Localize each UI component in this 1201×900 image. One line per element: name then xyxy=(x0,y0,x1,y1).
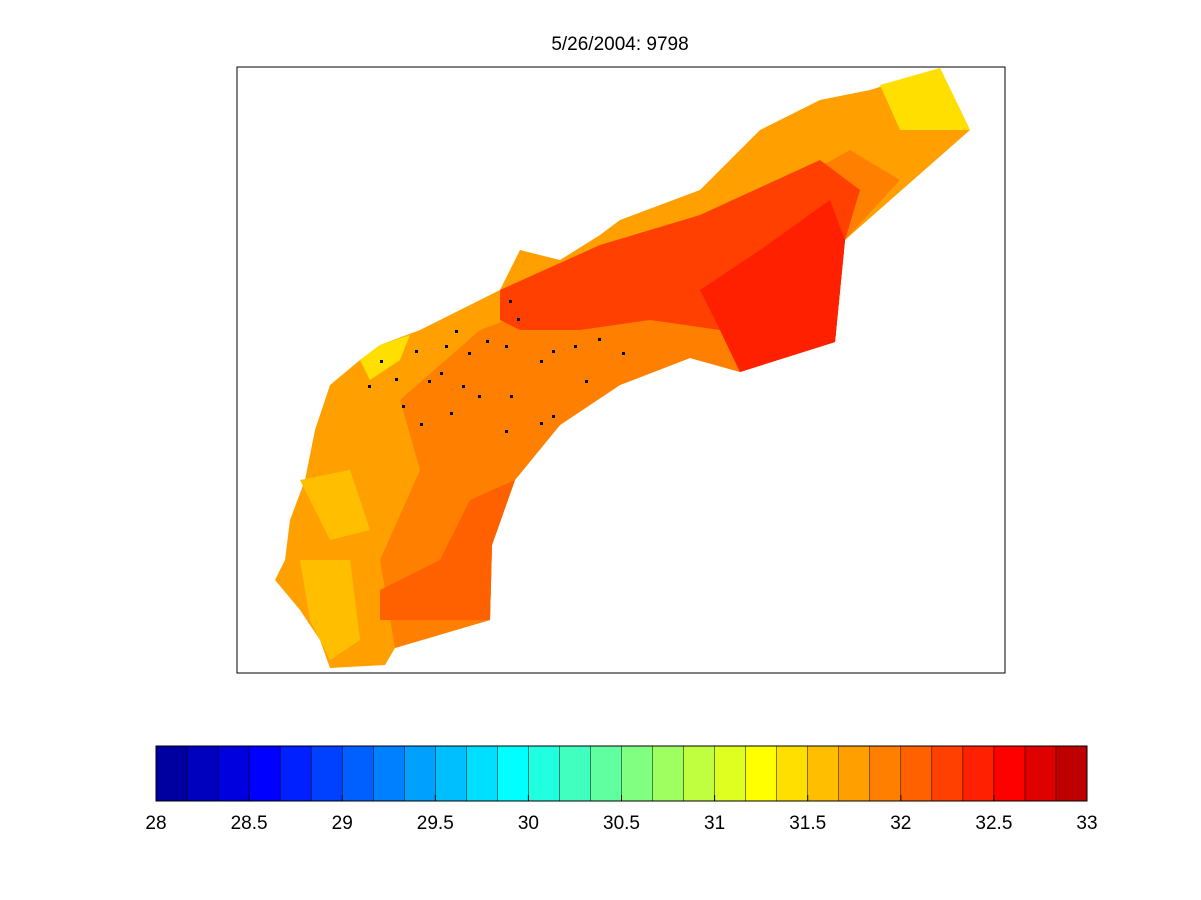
colorbar-tick-label: 30.5 xyxy=(603,813,640,834)
colorbar-segment xyxy=(187,746,219,801)
colorbar: 28 28.5 29 29.5 30 30.5 31 31.5 32 32.5 33 xyxy=(145,745,1098,834)
colorbar-segment xyxy=(404,746,436,801)
colorbar-segment xyxy=(280,746,312,801)
colorbar-segment xyxy=(342,746,374,801)
colorbar-tick-label: 33 xyxy=(1076,813,1097,834)
colorbar-segment xyxy=(807,746,840,801)
colorbar-segment xyxy=(652,746,685,801)
colorbar-segment xyxy=(869,746,902,801)
red-zone-south xyxy=(380,480,515,620)
colorbar-segment xyxy=(714,746,747,801)
colorbar-segment xyxy=(156,746,188,801)
yellow-zone-w1 xyxy=(300,470,370,540)
colorbar-segment xyxy=(249,746,281,801)
colorbar-segment xyxy=(931,746,964,801)
colorbar-segment xyxy=(218,746,250,801)
colorbar-segment xyxy=(559,746,591,801)
yellow-zone-w2 xyxy=(300,560,360,660)
colorbar-segment xyxy=(962,746,995,801)
colorbar-segment xyxy=(1024,746,1057,801)
colorbar-segment xyxy=(590,746,622,801)
colorbar-segment xyxy=(311,746,343,801)
colorbar-tick-label: 31 xyxy=(704,813,725,834)
colorbar-segment xyxy=(745,746,778,801)
colorbar-tick-label: 32 xyxy=(890,813,911,834)
colorbar-tick-label: 28 xyxy=(145,813,166,834)
map-title: 5/26/2004: 9798 xyxy=(551,34,688,55)
colorbar-segment xyxy=(528,746,560,801)
colorbar-tick-label: 29 xyxy=(332,813,353,834)
colorbar-tick-label: 32.5 xyxy=(975,813,1012,834)
colorbar-tick-label: 29.5 xyxy=(417,813,454,834)
colorbar-segment xyxy=(683,746,716,801)
colorbar-segment xyxy=(373,746,405,801)
yellow-zone-coast xyxy=(360,335,410,380)
stations xyxy=(368,300,625,433)
colorbar-segment xyxy=(466,746,498,801)
colorbar-tick-label: 28.5 xyxy=(231,813,268,834)
colorbar-segment xyxy=(838,746,871,801)
colorbar-segment xyxy=(776,746,809,801)
red-zone-core xyxy=(700,200,845,372)
yellow-zone-ne xyxy=(880,68,970,130)
colorbar-segment xyxy=(497,746,529,801)
colorbar-tick-label: 31.5 xyxy=(789,813,826,834)
colorbar-segment xyxy=(621,746,654,801)
colorbar-segment xyxy=(900,746,933,801)
colorbar-segment xyxy=(1055,746,1088,801)
colorbar-segment xyxy=(993,746,1026,801)
map xyxy=(236,66,1006,674)
colorbar-tick-label: 30 xyxy=(518,813,539,834)
colorbar-segment xyxy=(435,746,467,801)
